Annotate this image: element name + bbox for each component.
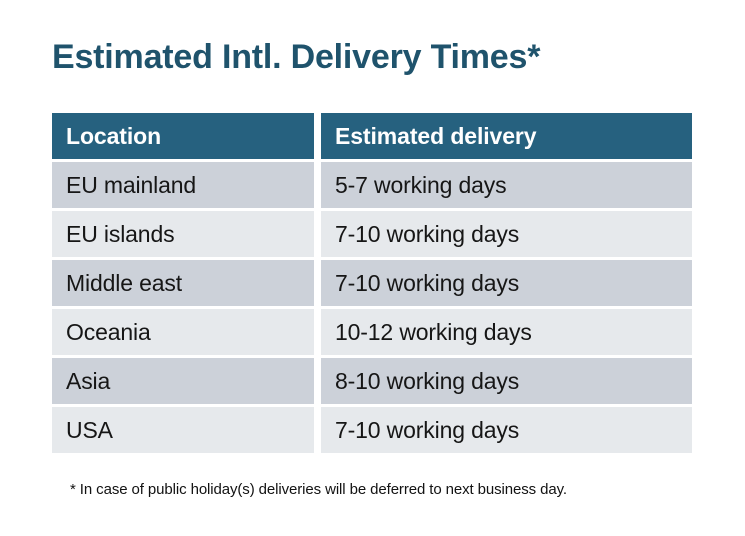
cell-estimated-delivery: 8-10 working days: [321, 358, 692, 404]
cell-estimated-delivery: 10-12 working days: [321, 309, 692, 355]
page-title: Estimated Intl. Delivery Times*: [52, 38, 541, 76]
cell-estimated-delivery: 7-10 working days: [321, 260, 692, 306]
table-row: EU mainland 5-7 working days: [52, 162, 692, 208]
cell-location: EU islands: [52, 211, 314, 257]
table-row: USA 7-10 working days: [52, 407, 692, 453]
cell-location: Asia: [52, 358, 314, 404]
cell-estimated-delivery: 7-10 working days: [321, 407, 692, 453]
cell-location: Middle east: [52, 260, 314, 306]
cell-estimated-delivery: 7-10 working days: [321, 211, 692, 257]
table-row: Middle east 7-10 working days: [52, 260, 692, 306]
table-row: Asia 8-10 working days: [52, 358, 692, 404]
table-row: Oceania 10-12 working days: [52, 309, 692, 355]
column-header-location: Location: [52, 113, 314, 159]
footnote-public-holiday: * In case of public holiday(s) deliverie…: [70, 481, 567, 498]
column-header-estimated-delivery: Estimated delivery: [321, 113, 692, 159]
table-header-row: Location Estimated delivery: [52, 113, 692, 159]
cell-location: EU mainland: [52, 162, 314, 208]
table-row: EU islands 7-10 working days: [52, 211, 692, 257]
cell-estimated-delivery: 5-7 working days: [321, 162, 692, 208]
cell-location: Oceania: [52, 309, 314, 355]
cell-location: USA: [52, 407, 314, 453]
estimated-delivery-times-table: Location Estimated delivery EU mainland …: [52, 113, 692, 453]
